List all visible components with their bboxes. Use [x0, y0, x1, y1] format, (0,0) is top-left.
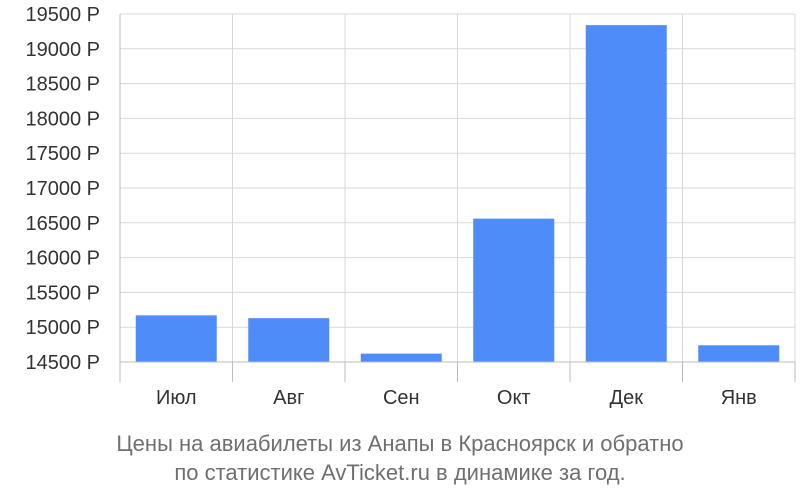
- y-tick-label: 16000 Р: [25, 248, 100, 270]
- y-tick-label: 17500 Р: [25, 143, 100, 165]
- grid-lines: [120, 13, 796, 363]
- x-tick-label: Янв: [721, 387, 757, 409]
- caption-line-2: по статистике AvTicket.ru в динамике за …: [174, 460, 626, 485]
- bars: [135, 25, 780, 363]
- y-tick-label: 18500 Р: [25, 74, 100, 96]
- y-tick-label: 16500 Р: [25, 213, 100, 235]
- bar-3: [360, 353, 442, 362]
- chart-caption: Цены на авиабилеты из Анапы в Красноярск…: [0, 429, 800, 487]
- x-tick-label: Авг: [273, 387, 304, 409]
- y-tick-labels: 14500 Р 15000 Р 15500 Р 16000 Р 16500 Р 17000…: [25, 4, 100, 374]
- y-tick-label: 19000 Р: [25, 39, 100, 61]
- x-tick-labels: Июл Авг Сен Окт Дек Янв: [156, 387, 757, 409]
- bar-1: [135, 315, 217, 362]
- y-tick-label: 17000 Р: [25, 178, 100, 200]
- y-tick-label: 14500 Р: [25, 352, 100, 374]
- bar-6: [698, 345, 780, 362]
- y-tick-label: 19500 Р: [25, 4, 100, 26]
- y-tick-label: 15500 Р: [25, 282, 100, 304]
- bar-chart: 14500 Р 15000 Р 15500 Р 16000 Р 16500 Р 17000…: [25, 4, 796, 409]
- caption-line-1: Цены на авиабилеты из Анапы в Красноярск…: [116, 431, 684, 456]
- x-tick-label: Сен: [383, 387, 420, 409]
- bar-2: [248, 318, 330, 362]
- x-tick-label: Июл: [156, 387, 197, 409]
- axes: [119, 14, 796, 382]
- x-tick-label: Дек: [610, 387, 644, 409]
- x-tick-label: Окт: [497, 387, 531, 409]
- y-tick-label: 18000 Р: [25, 108, 100, 130]
- bar-4: [473, 218, 555, 362]
- bar-5: [585, 25, 667, 363]
- y-tick-label: 15000 Р: [25, 317, 100, 339]
